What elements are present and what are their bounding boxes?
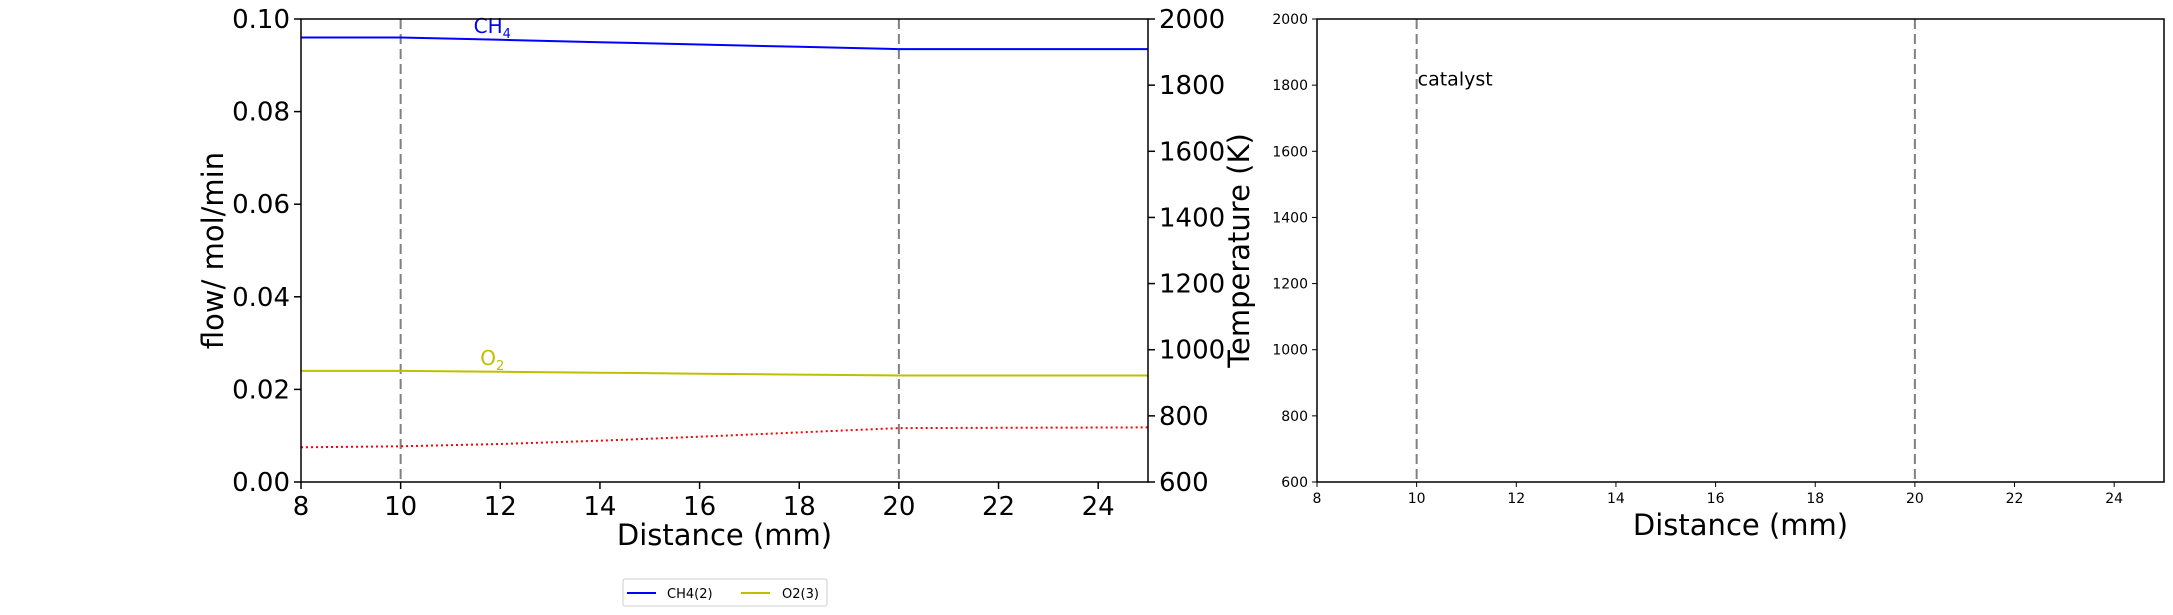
x-tick-label: 16 bbox=[1707, 491, 1725, 507]
x-tick-label: 16 bbox=[683, 492, 716, 522]
series-annotation: O2 bbox=[480, 346, 504, 374]
x-axis-label: Distance (mm) bbox=[1633, 508, 1848, 542]
legend-frame bbox=[622, 578, 828, 607]
x-tick-label: 10 bbox=[384, 492, 417, 522]
y-right-tick-label: 600 bbox=[1159, 468, 1209, 498]
y-tick-label: 1000 bbox=[1272, 343, 1308, 359]
legend-label: O2(3) bbox=[782, 587, 819, 602]
x-tick-label: 14 bbox=[1607, 491, 1625, 507]
y-tick-label: 0.02 bbox=[232, 375, 290, 405]
x-tick-label: 12 bbox=[1507, 491, 1525, 507]
y-tick-label: 2000 bbox=[1272, 12, 1308, 28]
right-chart: 8 10 12 14 16 18 20 22 24 600 800 1000 1200 1400 1600 1… bbox=[1272, 12, 2165, 542]
x-tick-label: 14 bbox=[583, 492, 616, 522]
x-axis-label: Distance (mm) bbox=[617, 518, 832, 552]
x-tick-label: 12 bbox=[484, 492, 517, 522]
x-tick-label: 18 bbox=[1806, 491, 1824, 507]
y-right-tick-label: 1800 bbox=[1159, 71, 1225, 101]
x-tick-label: 22 bbox=[2006, 491, 2024, 507]
series-line bbox=[301, 369, 1148, 377]
y-tick-label: 0.00 bbox=[232, 468, 290, 498]
y-tick-label: 1600 bbox=[1272, 144, 1308, 160]
y-tick-label: 0.10 bbox=[232, 5, 290, 35]
y-axis-label: flow/ mol/min bbox=[196, 152, 230, 349]
y-right-tick-label: 800 bbox=[1159, 402, 1209, 432]
x-tick-label: 8 bbox=[1313, 491, 1322, 507]
series-annotation: CH4 bbox=[474, 14, 511, 42]
x-tick-label: 18 bbox=[783, 492, 816, 522]
left-chart: CH4 O2 8 10 12 14 16 18 20 22 24 0.00 0.02 0.04 0.06 0.… bbox=[196, 5, 1256, 552]
x-tick-label: 24 bbox=[2105, 491, 2123, 507]
catalyst-annotation: catalyst bbox=[1418, 69, 1493, 91]
legend-label: CH4(2) bbox=[667, 587, 713, 602]
plot-frame bbox=[1316, 18, 2165, 483]
x-tick-label: 22 bbox=[982, 492, 1015, 522]
y-right-tick-label: 2000 bbox=[1159, 5, 1225, 35]
y-tick-label: 1800 bbox=[1272, 78, 1308, 94]
y-right-tick-label: 1400 bbox=[1159, 203, 1225, 233]
y-tick-label: 0.04 bbox=[232, 283, 290, 313]
y-tick-label: 800 bbox=[1281, 409, 1308, 425]
y-tick-label: 0.08 bbox=[232, 98, 290, 128]
y-right-tick-label: 1600 bbox=[1159, 137, 1225, 167]
x-tick-label: 20 bbox=[882, 492, 915, 522]
x-tick-label: 24 bbox=[1082, 492, 1115, 522]
y-right-axis-label: Temperature (K) bbox=[1222, 133, 1256, 369]
series-line bbox=[300, 426, 1149, 449]
y-tick-label: 0.06 bbox=[232, 190, 290, 220]
plot-frame bbox=[300, 18, 1149, 483]
x-tick-label: 8 bbox=[293, 492, 310, 522]
y-tick-label: 600 bbox=[1281, 475, 1308, 491]
series-line bbox=[301, 36, 1148, 51]
y-tick-label: 1200 bbox=[1272, 277, 1308, 293]
legend: CH4(2) O2(3) bbox=[622, 578, 828, 607]
x-tick-label: 20 bbox=[1906, 491, 1924, 507]
x-tick-label: 10 bbox=[1408, 491, 1426, 507]
y-right-tick-label: 1000 bbox=[1159, 336, 1225, 366]
y-tick-label: 1400 bbox=[1272, 210, 1308, 226]
y-right-tick-label: 1200 bbox=[1159, 270, 1225, 300]
